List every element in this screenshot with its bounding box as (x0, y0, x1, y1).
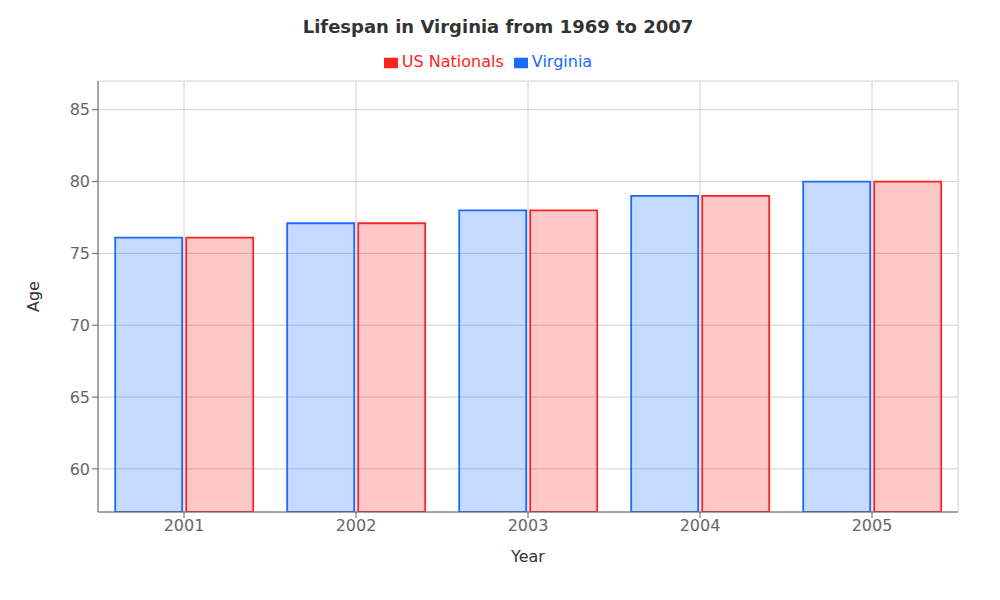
svg-text:70: 70 (70, 316, 90, 335)
html-text:Lifespan in Virginia from 1969: Lifespan in Virginia from 1969 to 2007 (302, 16, 694, 37)
svg-text:2001: 2001 (164, 516, 205, 535)
svg-text:60: 60 (70, 460, 90, 479)
svg-text:2002: 2002 (336, 516, 377, 535)
svg-text:Age: Age (24, 281, 43, 312)
svg-text:2005: 2005 (852, 516, 893, 535)
svg-text:65: 65 (70, 388, 90, 407)
svg-text:2004: 2004 (680, 516, 721, 535)
html-text:US Nationals: US Nationals (401, 52, 504, 71)
html-text:Virginia: Virginia (531, 52, 593, 71)
svg-text:85: 85 (70, 100, 90, 119)
svg-text:Year: Year (510, 547, 545, 566)
svg-text:80: 80 (70, 172, 90, 191)
svg-text:75: 75 (70, 244, 90, 263)
svg-text:2003: 2003 (508, 516, 549, 535)
